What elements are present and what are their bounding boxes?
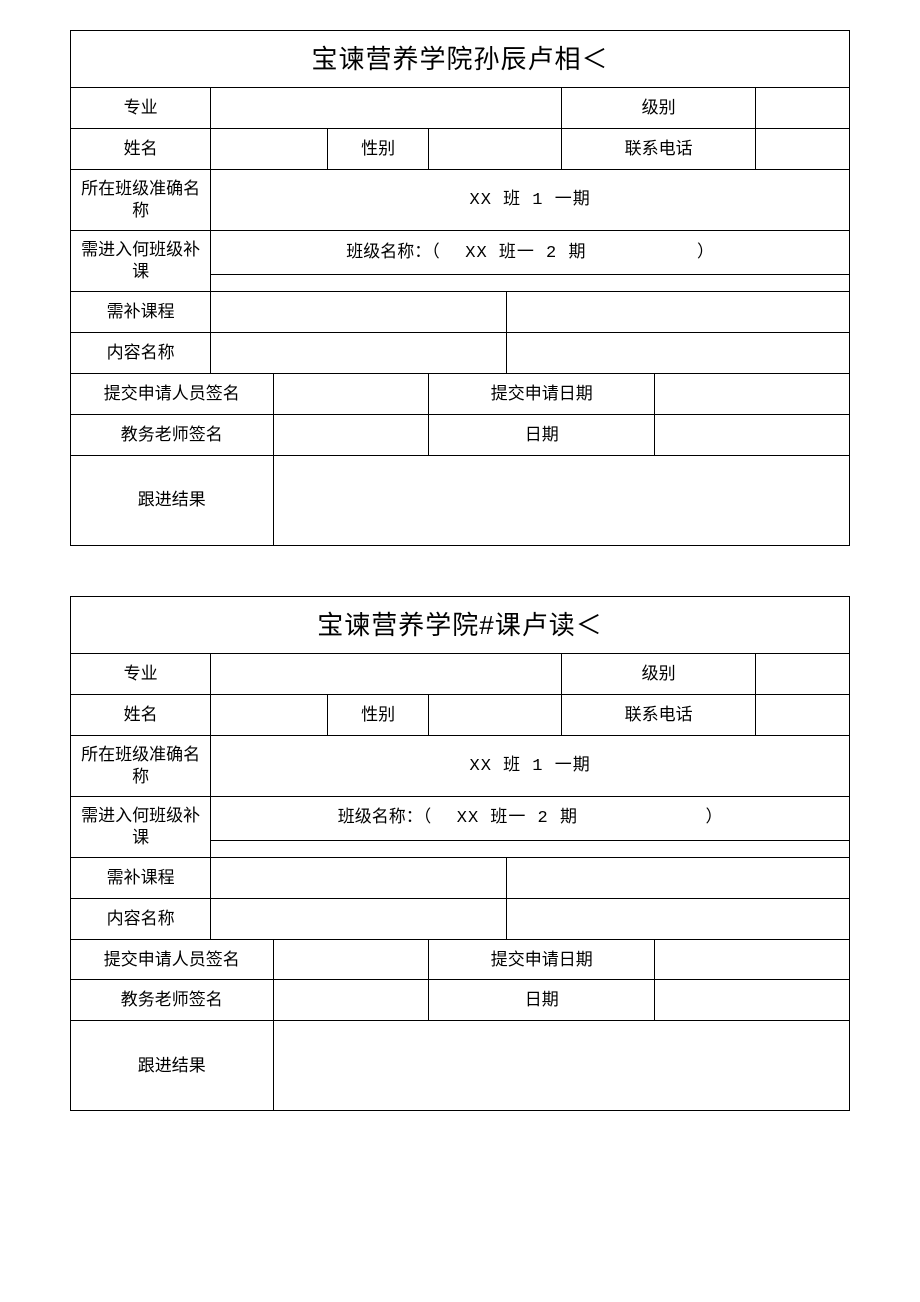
field-phone[interactable] — [756, 694, 850, 735]
label-gender: 性别 — [328, 129, 429, 170]
field-phone[interactable] — [756, 129, 850, 170]
field-target-class-2[interactable] — [211, 840, 850, 857]
field-gender[interactable] — [429, 129, 561, 170]
field-level[interactable] — [756, 88, 850, 129]
form-title: 宝谏营养学院#课卢读＜ — [71, 596, 850, 653]
field-date[interactable] — [655, 414, 850, 455]
field-followup[interactable] — [273, 455, 849, 545]
field-name[interactable] — [211, 694, 328, 735]
label-need-course: 需补课程 — [71, 857, 211, 898]
field-target-class-2[interactable] — [211, 274, 850, 291]
field-level[interactable] — [756, 653, 850, 694]
field-current-class[interactable]: XX 班 1 一期 — [211, 169, 850, 230]
label-content-name: 内容名称 — [71, 333, 211, 374]
label-class-exact: 所在班级准确名称 — [71, 735, 211, 796]
field-followup[interactable] — [273, 1021, 849, 1111]
label-submit-sign: 提交申请人员签名 — [71, 939, 274, 980]
field-gender[interactable] — [429, 694, 561, 735]
field-content-1b[interactable] — [507, 333, 850, 374]
label-name: 姓名 — [71, 694, 211, 735]
label-followup: 跟进结果 — [71, 455, 274, 545]
label-major: 专业 — [71, 653, 211, 694]
label-followup: 跟进结果 — [71, 1021, 274, 1111]
form-title: 宝谏营养学院孙辰卢相＜ — [71, 31, 850, 88]
field-course-1a[interactable] — [211, 292, 507, 333]
label-need-class: 需进入何班级补课 — [71, 796, 211, 857]
label-submit-sign: 提交申请人员签名 — [71, 373, 274, 414]
label-major: 专业 — [71, 88, 211, 129]
field-submit-sign[interactable] — [273, 939, 429, 980]
field-date[interactable] — [655, 980, 850, 1021]
field-content-1a[interactable] — [211, 898, 507, 939]
form-table-1: 宝谏营养学院孙辰卢相＜ 专业 级别 姓名 性别 联系电话 所在班级准确名称 XX… — [70, 30, 850, 546]
field-course-1a[interactable] — [211, 857, 507, 898]
label-content-name: 内容名称 — [71, 898, 211, 939]
field-content-1b[interactable] — [507, 898, 850, 939]
label-date: 日期 — [429, 414, 655, 455]
field-submit-date[interactable] — [655, 373, 850, 414]
label-level: 级别 — [561, 88, 756, 129]
label-name: 姓名 — [71, 129, 211, 170]
label-level: 级别 — [561, 653, 756, 694]
field-teacher-sign[interactable] — [273, 414, 429, 455]
field-content-1a[interactable] — [211, 333, 507, 374]
label-phone: 联系电话 — [561, 694, 756, 735]
field-major[interactable] — [211, 653, 562, 694]
label-submit-date: 提交申请日期 — [429, 939, 655, 980]
field-target-class[interactable]: 班级名称：（ XX 班一 2 期 ） — [211, 796, 850, 840]
field-major[interactable] — [211, 88, 562, 129]
field-target-class[interactable]: 班级名称：（ XX 班一 2 期 ） — [211, 231, 850, 275]
field-submit-date[interactable] — [655, 939, 850, 980]
label-phone: 联系电话 — [561, 129, 756, 170]
label-teacher-sign: 教务老师签名 — [71, 414, 274, 455]
field-course-1b[interactable] — [507, 292, 850, 333]
field-current-class[interactable]: XX 班 1 一期 — [211, 735, 850, 796]
form-table-2: 宝谏营养学院#课卢读＜ 专业 级别 姓名 性别 联系电话 所在班级准确名称 XX… — [70, 596, 850, 1112]
label-teacher-sign: 教务老师签名 — [71, 980, 274, 1021]
label-date: 日期 — [429, 980, 655, 1021]
label-gender: 性别 — [328, 694, 429, 735]
label-submit-date: 提交申请日期 — [429, 373, 655, 414]
field-submit-sign[interactable] — [273, 373, 429, 414]
label-class-exact: 所在班级准确名称 — [71, 169, 211, 230]
field-teacher-sign[interactable] — [273, 980, 429, 1021]
label-need-course: 需补课程 — [71, 292, 211, 333]
field-course-1b[interactable] — [507, 857, 850, 898]
label-need-class: 需进入何班级补课 — [71, 231, 211, 292]
field-name[interactable] — [211, 129, 328, 170]
